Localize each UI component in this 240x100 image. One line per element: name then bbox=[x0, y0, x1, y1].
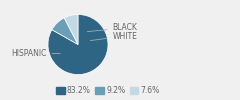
Text: HISPANIC: HISPANIC bbox=[11, 49, 60, 58]
Wedge shape bbox=[52, 18, 78, 44]
Legend: 83.2%, 9.2%, 7.6%: 83.2%, 9.2%, 7.6% bbox=[53, 83, 163, 98]
Wedge shape bbox=[48, 14, 108, 74]
Text: BLACK: BLACK bbox=[87, 24, 137, 32]
Text: WHITE: WHITE bbox=[90, 32, 137, 41]
Wedge shape bbox=[64, 14, 78, 44]
